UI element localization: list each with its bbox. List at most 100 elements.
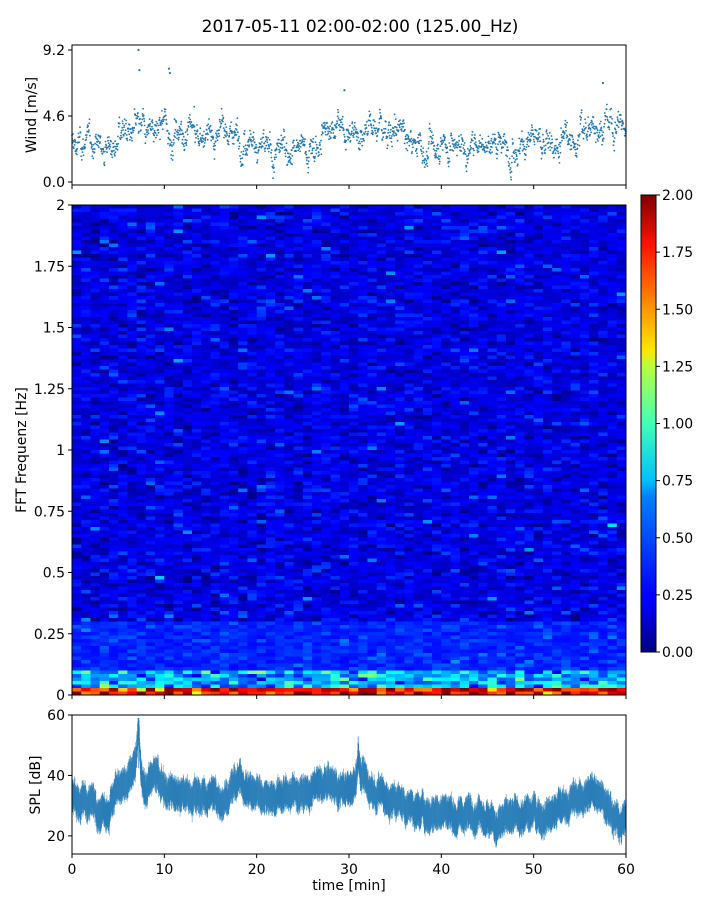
spectrogram-cell xyxy=(247,233,258,237)
wind-point xyxy=(456,141,459,144)
spectrogram-cell xyxy=(505,222,516,227)
wind-point xyxy=(507,149,509,152)
spectrogram-cell xyxy=(413,324,424,328)
wind-point xyxy=(614,121,617,124)
spectrogram-cell xyxy=(570,247,581,251)
spectrogram-cell xyxy=(413,271,424,276)
wind-point xyxy=(389,137,391,140)
spectrogram-cell xyxy=(182,215,193,220)
spectrogram-cell xyxy=(385,243,396,248)
wind-point xyxy=(438,158,441,161)
spectrogram-cell xyxy=(367,373,378,377)
spectrogram-cell xyxy=(413,212,424,216)
spectrogram-cell xyxy=(616,359,627,363)
wind-point xyxy=(453,143,455,146)
spectrogram-cell xyxy=(432,299,442,304)
spectrogram-cell xyxy=(570,257,581,262)
spectrogram-cell xyxy=(302,219,313,223)
wind-point xyxy=(108,148,111,150)
wind-point xyxy=(224,134,226,137)
spectrogram-cell xyxy=(515,362,525,367)
wind-point xyxy=(269,131,271,133)
spectrogram-cell xyxy=(145,219,156,223)
wind-point xyxy=(358,140,361,143)
spectrogram-cell xyxy=(164,376,174,381)
spectrogram-cell xyxy=(441,257,451,262)
spectrogram-cell xyxy=(459,299,470,304)
spectrogram-cell xyxy=(293,313,304,318)
wind-point xyxy=(175,121,178,124)
spectrogram-cell xyxy=(441,282,451,286)
wind-point xyxy=(463,142,466,144)
spectrogram-cell xyxy=(219,208,230,213)
wind-point xyxy=(398,120,400,123)
wind-point xyxy=(423,159,425,162)
spectrogram-cell xyxy=(145,212,156,216)
spectrogram-cell xyxy=(385,278,396,283)
spectrogram-cell xyxy=(247,222,258,227)
spectrogram-cell xyxy=(478,268,488,272)
wind-point xyxy=(519,143,522,146)
spectrogram-cell xyxy=(469,257,479,262)
spectrogram-cell xyxy=(607,348,618,353)
spectrogram-cell xyxy=(459,254,470,258)
wind-point xyxy=(395,133,398,136)
spectrogram-cell xyxy=(238,317,248,321)
spectrogram-cell xyxy=(302,334,313,339)
spectrogram-cell xyxy=(385,257,396,262)
spectrogram-cell xyxy=(201,205,211,209)
spectrogram-cell xyxy=(441,383,451,388)
wind-point xyxy=(131,139,133,142)
spectrogram-cell xyxy=(72,243,82,248)
spectrogram-cell xyxy=(173,383,184,388)
spectrogram-cell xyxy=(376,387,387,391)
spectrogram-cell xyxy=(284,268,294,272)
spectrogram-cell xyxy=(395,310,405,314)
wind-point xyxy=(393,134,396,137)
spectrogram-cell xyxy=(182,327,193,332)
spectrogram-cell xyxy=(81,208,91,213)
spectrogram-cell xyxy=(145,296,156,300)
spectrogram-cell xyxy=(90,289,101,293)
spectrogram-cell xyxy=(321,212,331,216)
wind-point xyxy=(78,135,81,138)
wind-point xyxy=(345,148,347,151)
spectrogram-cell xyxy=(376,310,387,314)
spectrogram-cell xyxy=(561,359,571,363)
spectrogram-cell xyxy=(533,359,544,363)
spectrogram-cell xyxy=(72,345,82,349)
spectrogram-cell xyxy=(219,338,230,342)
spectrogram-cell xyxy=(256,236,267,241)
spectrogram-cell xyxy=(432,236,442,241)
spectrogram-cell xyxy=(247,292,258,297)
spectrogram-cell xyxy=(238,345,248,349)
spectrogram-cell xyxy=(256,275,267,279)
wind-point xyxy=(103,161,106,164)
wind-point xyxy=(118,116,121,119)
spectrogram-cell xyxy=(136,317,147,321)
spectrogram-cell xyxy=(108,313,119,318)
wind-point xyxy=(437,143,439,146)
spectrogram-cell xyxy=(579,355,590,360)
spectrogram-cell xyxy=(395,338,405,342)
wind-point xyxy=(204,138,206,141)
spectrogram-cell xyxy=(469,205,479,209)
wind-point xyxy=(381,138,384,141)
spectrogram-cell xyxy=(441,324,451,328)
spectrogram-cell xyxy=(570,376,581,381)
spectrogram-cell xyxy=(413,341,424,346)
spectrogram-cell xyxy=(293,208,304,213)
wind-point xyxy=(155,120,158,123)
spectrogram-cell xyxy=(127,369,138,374)
wind-point xyxy=(198,144,201,147)
spectrogram-cell xyxy=(219,268,230,272)
spectrogram-cell xyxy=(432,334,442,339)
spectrogram-cell xyxy=(275,236,285,241)
wind-point xyxy=(408,144,411,147)
spectrogram-cell xyxy=(607,338,618,342)
spectrogram-cell xyxy=(432,359,442,363)
spectrogram-cell xyxy=(542,289,553,293)
wind-point xyxy=(121,120,124,122)
spectrogram-cell xyxy=(496,306,507,311)
spectrogram-cell xyxy=(90,345,101,349)
